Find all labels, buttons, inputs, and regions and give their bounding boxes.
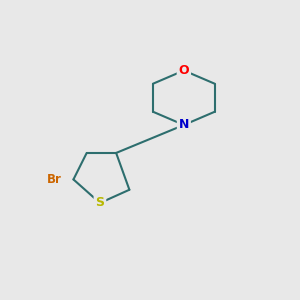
Text: N: N [179,118,189,131]
Text: S: S [95,196,104,209]
Text: O: O [178,64,189,77]
Text: Br: Br [47,173,62,186]
